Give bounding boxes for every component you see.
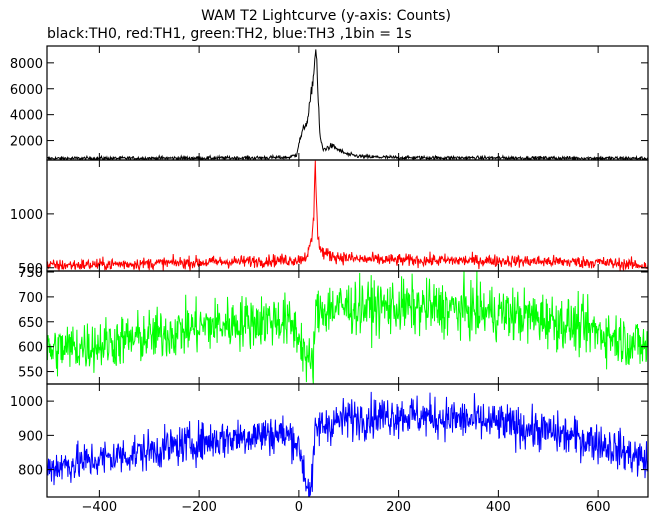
series-line-th1 xyxy=(47,160,648,271)
panel-frame-th0 xyxy=(46,45,649,161)
y-tick-label: 550 xyxy=(18,366,43,381)
panel-frame-th3 xyxy=(46,383,649,498)
y-tick-label: 500 xyxy=(18,262,43,277)
x-tick-label: 200 xyxy=(386,500,411,515)
series-line-th0 xyxy=(47,49,648,160)
x-tick-label: −400 xyxy=(82,500,118,515)
chart-subtitle: black:TH0, red:TH1, green:TH2, blue:TH3 … xyxy=(47,26,412,42)
x-tick-label: 600 xyxy=(586,500,611,515)
series-line-th3 xyxy=(47,391,648,497)
y-tick-label: 600 xyxy=(18,341,43,356)
chart-title: WAM T2 Lightcurve (y-axis: Counts) xyxy=(201,8,451,24)
panel-frame-th1 xyxy=(46,159,649,272)
x-tick-label: 400 xyxy=(486,500,511,515)
y-tick-label: 650 xyxy=(18,316,43,331)
y-tick-label: 6000 xyxy=(10,83,43,98)
series-line-th2 xyxy=(47,271,648,384)
y-tick-label: 2000 xyxy=(10,135,43,150)
y-tick-label: 900 xyxy=(18,429,43,444)
y-tick-label: 700 xyxy=(18,291,43,306)
y-tick-label: 800 xyxy=(18,464,43,479)
y-tick-label: 1000 xyxy=(10,395,43,410)
y-tick-label: 750 xyxy=(18,266,43,281)
x-tick-label: −200 xyxy=(181,500,217,515)
y-tick-label: 8000 xyxy=(10,57,43,72)
y-tick-label: 4000 xyxy=(10,109,43,124)
x-tick-label: 0 xyxy=(295,500,303,515)
y-tick-label: 1000 xyxy=(10,208,43,223)
